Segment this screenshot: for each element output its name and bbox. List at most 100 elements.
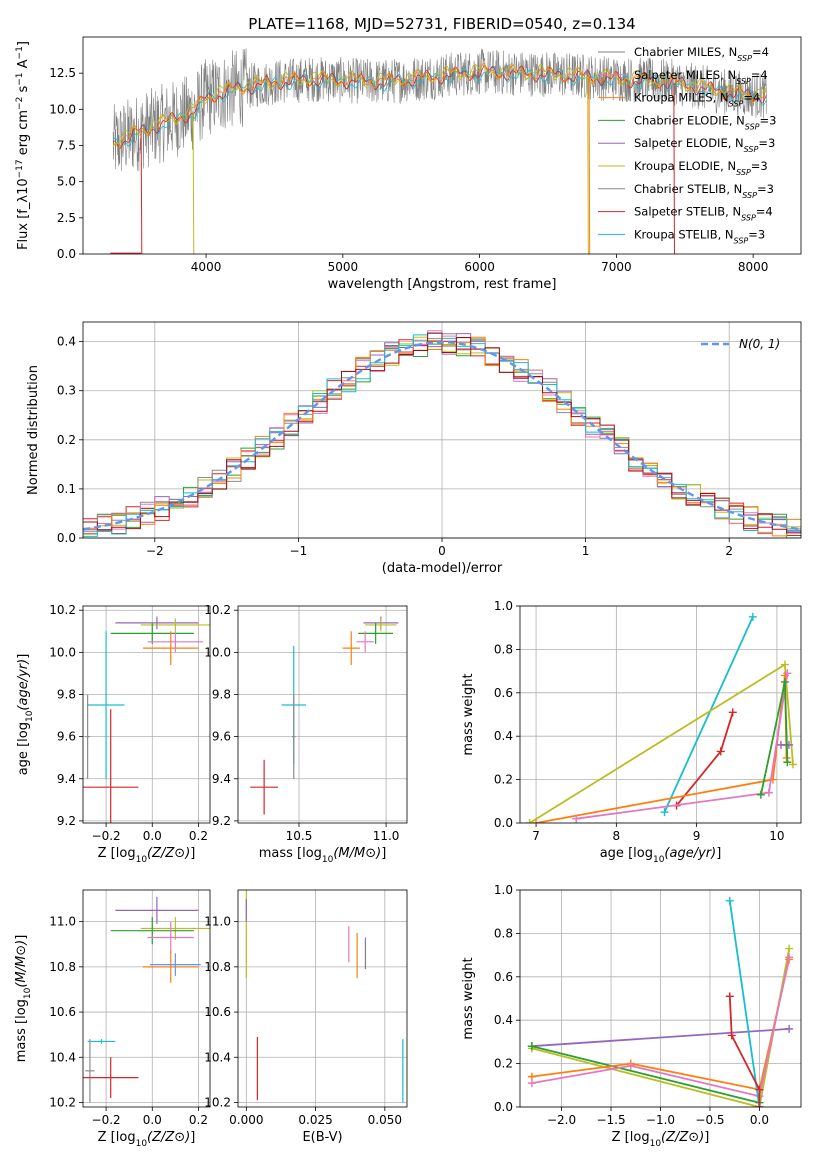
y-axis-label: Flux [f_λ10−17 erg cm−2 s−1 A−1] — [15, 41, 31, 250]
y-tick-label: 10.2 — [204, 1095, 231, 1109]
panel-mass_vs_EBV: 0.000 0.025 0.050 10.2 10.4 10.6 10.8 11.0 E(B-V… — [204, 889, 408, 1145]
errorbar-point — [292, 694, 296, 779]
y-tick-label: 9.2 — [212, 814, 231, 828]
y-tick-label: 7.5 — [57, 139, 76, 153]
grid — [83, 890, 210, 1107]
series-marker — [785, 944, 794, 953]
errorbar-point — [250, 759, 279, 815]
y-tick-label: 5.0 — [57, 175, 76, 189]
series-marker — [728, 708, 737, 717]
figure-title: PLATE=1168, MJD=52731, FIBERID=0540, z=0… — [248, 15, 635, 33]
axes-frame — [82, 36, 802, 255]
series-marker — [783, 669, 792, 678]
errorbar-point — [115, 616, 199, 630]
plot-area — [83, 896, 210, 1103]
y-tick-label: 9.2 — [57, 814, 76, 828]
grid — [83, 606, 210, 823]
y-tick-label: 10.8 — [49, 960, 76, 974]
y-axis-label: mass weight — [461, 957, 476, 1039]
x-tick-label: −2.0 — [547, 1113, 576, 1127]
y-tick-label: 10.6 — [204, 1005, 231, 1019]
legend-label: Salpeter ELODIE, NSSP=3 — [634, 136, 775, 154]
errorbar-point — [140, 618, 210, 632]
model-fit-line — [112, 63, 767, 148]
legend: Chabrier MILES, NSSP=4 Salpeter MILES, NS… — [598, 45, 776, 245]
x-tick-label: 7000 — [601, 260, 632, 274]
y-tick-label: 0.0 — [57, 247, 76, 261]
grid — [520, 605, 801, 824]
y-tick-label: 0.6 — [494, 970, 513, 984]
x-tick-label: 0.000 — [229, 1113, 263, 1127]
y-axis-label: mass [log10(M/M⊙)] — [14, 935, 33, 1063]
ticks: 4000 5000 6000 7000 8000 0.0 2.5 5.0 7.5 10.0 12.5 — [49, 66, 768, 274]
axes-frame — [237, 889, 408, 1108]
series-marker — [725, 992, 734, 1001]
y-tick-label: 10.0 — [204, 645, 231, 659]
series-marker — [788, 760, 797, 769]
y-tick-label: 9.8 — [212, 687, 231, 701]
y-tick-label: 9.6 — [57, 730, 76, 744]
series-marker — [532, 819, 541, 823]
spectrum-dropout — [192, 111, 195, 254]
errorbar-point — [143, 631, 199, 665]
errorbar-point — [110, 622, 194, 644]
errorbar-point — [85, 694, 90, 779]
errorbar-point — [115, 896, 199, 924]
y-axis-label: mass weight — [461, 673, 476, 755]
x-tick-label: 7 — [532, 829, 540, 843]
series-line — [535, 675, 788, 823]
series-marker — [785, 953, 794, 962]
y-tick-label: 0.4 — [494, 1013, 513, 1027]
panel-massweight_vs_age: 7 8 9 10 0.0 0.2 0.4 0.6 0.8 1.0 age [log10(age/yr… — [461, 599, 802, 865]
y-tick-label: 11.0 — [204, 915, 231, 929]
panel-massweight_vs_Z: −2.0 −1.5 −1.0 −0.5 0.0 0.0 0.2 0.4 0.6 0.8 1.0 Z [… — [461, 883, 802, 1149]
legend: N(0, 1) — [701, 337, 780, 351]
x-tick-label: −0.2 — [92, 829, 121, 843]
series-line — [531, 957, 790, 1098]
y-tick-label: 9.8 — [57, 687, 76, 701]
series-line — [728, 900, 761, 1107]
errorbar-point — [83, 709, 139, 823]
ticks: −2.0 −1.5 −1.0 −0.5 0.0 0.0 0.2 0.4 0.6 0.8 1.0 — [494, 883, 769, 1127]
spectrum-dropout — [140, 131, 143, 254]
plot-area — [245, 890, 404, 1103]
x-axis-label: Z [log10(Z/Z⊙)] — [98, 1130, 196, 1149]
x-tick-label: 0.050 — [368, 1113, 402, 1127]
legend-label: Chabrier ELODIE, NSSP=3 — [634, 113, 776, 130]
x-tick-label: −0.2 — [92, 1113, 121, 1127]
y-tick-label: 10.8 — [204, 960, 231, 974]
y-tick-label: 0.3 — [57, 384, 76, 398]
axes-frame — [82, 605, 211, 824]
series-marker — [572, 814, 581, 823]
x-tick-label: 4000 — [191, 260, 222, 274]
series-marker — [764, 788, 773, 797]
x-tick-label: 10 — [769, 829, 784, 843]
model-fit-line — [112, 62, 767, 149]
x-tick-label: 0.0 — [143, 1113, 162, 1127]
x-axis-label: Z [log10(Z/Z⊙)] — [98, 846, 196, 865]
x-tick-label: 0.2 — [189, 1113, 208, 1127]
axes-frame — [82, 889, 211, 1108]
series-marker — [527, 1079, 536, 1088]
ticks: −0.2 0.0 0.2 9.2 9.4 9.6 9.8 10.0 10.2 — [49, 603, 208, 843]
x-tick-label: −1.5 — [596, 1113, 625, 1127]
axes-frame — [519, 605, 802, 824]
grid — [238, 606, 407, 823]
y-tick-label: 9.6 — [212, 730, 231, 744]
legend-label: Chabrier MILES, NSSP=4 — [634, 45, 769, 63]
legend-label: Salpeter STELIB, NSSP=4 — [634, 205, 773, 223]
errorbar-point — [356, 631, 374, 653]
model-fit-line — [112, 65, 767, 150]
series-marker — [727, 1031, 736, 1040]
x-axis-label: (data-model)/error — [382, 561, 503, 576]
x-tick-label: 8 — [613, 829, 621, 843]
errorbar-point — [85, 1039, 95, 1103]
x-tick-label: 5000 — [328, 260, 359, 274]
series-marker — [776, 740, 785, 749]
plot-area — [250, 616, 399, 815]
series-marker — [785, 1024, 794, 1033]
spectrum-dropout — [587, 76, 589, 254]
spectrum-dropout — [673, 82, 675, 254]
legend-label: N(0, 1) — [739, 337, 780, 351]
y-tick-label: 0.6 — [494, 686, 513, 700]
